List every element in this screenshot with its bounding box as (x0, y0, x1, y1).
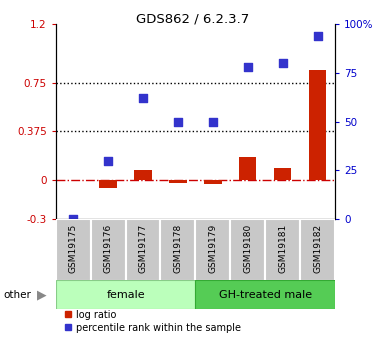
Text: GSM19178: GSM19178 (173, 224, 182, 273)
Text: GSM19182: GSM19182 (313, 224, 322, 273)
Text: other: other (4, 290, 32, 299)
Bar (309, 70, 326, 180)
Bar (91, 219, 126, 281)
Point (315, 33, 321, 39)
Text: GSM19180: GSM19180 (243, 224, 252, 273)
Text: GSM19175: GSM19175 (69, 224, 78, 273)
Text: female: female (106, 290, 145, 299)
Text: GSM19177: GSM19177 (139, 224, 147, 273)
Bar (204, 180, 221, 184)
Bar (195, 219, 230, 281)
Bar (169, 180, 187, 183)
Text: ▶: ▶ (37, 288, 46, 301)
Bar (126, 219, 161, 281)
Point (105, 158, 111, 164)
Point (140, 96, 146, 101)
Bar (230, 219, 265, 281)
Bar (56, 219, 91, 281)
Bar (99, 180, 117, 188)
Point (210, 119, 216, 125)
Point (280, 60, 286, 66)
Text: GSM19179: GSM19179 (208, 224, 218, 273)
Bar (274, 168, 291, 180)
Text: GDS862 / 6.2.3.7: GDS862 / 6.2.3.7 (136, 12, 249, 25)
Point (70, 216, 76, 222)
Bar (265, 219, 300, 281)
Text: GSM19176: GSM19176 (104, 224, 113, 273)
Text: GH-treated male: GH-treated male (219, 290, 312, 299)
Point (244, 64, 251, 70)
Bar (56, 280, 195, 309)
Bar (300, 219, 335, 281)
Point (175, 119, 181, 125)
Bar (239, 157, 256, 180)
Bar (161, 219, 195, 281)
Text: GSM19181: GSM19181 (278, 224, 287, 273)
Legend: log ratio, percentile rank within the sample: log ratio, percentile rank within the sa… (61, 306, 245, 337)
Bar (134, 170, 152, 180)
Bar (195, 280, 335, 309)
